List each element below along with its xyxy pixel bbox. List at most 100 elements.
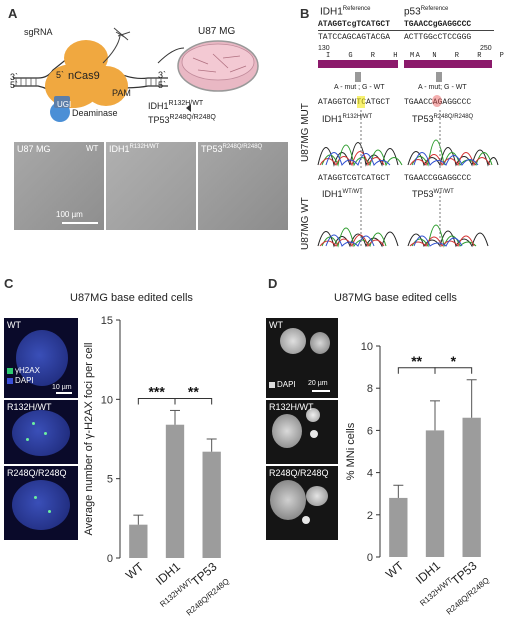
three-prime-right: 3` bbox=[158, 70, 167, 80]
significance-label: ** bbox=[188, 383, 199, 399]
significance-label: ** bbox=[411, 353, 422, 369]
mni-image-idh1: R132H/WT bbox=[266, 400, 338, 464]
idh1-marker bbox=[355, 72, 361, 82]
y-tick-label: 0 bbox=[367, 552, 373, 564]
micrograph-tp53: TP53R248Q/R248Q bbox=[198, 142, 288, 230]
category-label: WT bbox=[383, 558, 407, 581]
dna-base-ticks bbox=[15, 78, 162, 86]
wt-idh1-label: IDH1WT/WT bbox=[322, 189, 363, 199]
bar bbox=[389, 497, 408, 557]
five-prime-right: 5` bbox=[158, 80, 167, 90]
dish-arrow-head bbox=[186, 104, 191, 112]
ncas9-lobe-3 bbox=[84, 66, 128, 106]
culture-dish-inner bbox=[181, 43, 255, 81]
mut-row-label: U87MG MUT bbox=[300, 103, 311, 162]
y-tick-label: 10 bbox=[101, 394, 113, 406]
micrograph-idh1: IDH1R132H/WT bbox=[106, 142, 196, 230]
wt-row-label: U87MG WT bbox=[300, 197, 311, 250]
ugi-label: UGI bbox=[57, 100, 72, 109]
panel-c-label: C bbox=[4, 276, 14, 291]
idh1-amino-acids: I G R H A bbox=[326, 52, 427, 60]
idh1-reference-title: IDH1Reference bbox=[320, 6, 371, 18]
five-prime-mid: 5` bbox=[56, 70, 65, 80]
y-tick-label: 10 bbox=[361, 341, 373, 353]
panel-a-label: A bbox=[8, 6, 18, 21]
idh1-genotype-label: IDH1R132H/WT bbox=[148, 100, 204, 111]
idh1-ref-seq1: ATAGGTcgTCATGCT bbox=[318, 20, 391, 29]
idh1-legend: A - mut ; G - WT bbox=[334, 84, 385, 91]
p53-ref-seq2: ACTTGGcCTCCGGG bbox=[404, 33, 472, 42]
sgrna-label: sgRNA bbox=[24, 27, 53, 37]
tp53-genotype-label: TP53R248Q/R248Q bbox=[148, 114, 216, 125]
panel-b-label: B bbox=[300, 6, 310, 21]
wt-chromatogram bbox=[317, 192, 489, 248]
significance-label: * bbox=[451, 353, 457, 369]
bar bbox=[462, 417, 481, 557]
idh1-position: 130 bbox=[318, 45, 330, 52]
p53-legend: A - mut; G - WT bbox=[418, 84, 467, 91]
mni-image-tp53: R248Q/R248Q bbox=[266, 466, 338, 540]
mut-idh1-seq: ATAGGTCNTCATGCT bbox=[318, 98, 391, 107]
scale-bar-label: 100 µm bbox=[56, 210, 83, 219]
foci-bar-chart: 0 5 10 15 Average number of γ-H2AX foci per … bbox=[83, 315, 231, 618]
scale-bar bbox=[62, 222, 98, 224]
five-prime-left: 5` bbox=[10, 80, 19, 90]
bar bbox=[129, 524, 148, 558]
bar bbox=[165, 424, 185, 558]
dish-label: U87 MG bbox=[198, 26, 236, 37]
p53-reference-title: p53Reference bbox=[404, 6, 449, 18]
wt-idh1-seq: ATAGGTCGTCATGCT bbox=[318, 174, 391, 183]
bar bbox=[202, 451, 221, 558]
wt-tp53-seq: TGAACCGGAGGCCC bbox=[404, 174, 472, 183]
significance-bracket bbox=[434, 367, 473, 374]
pam-label: PAM bbox=[112, 88, 131, 98]
p53-amino-acids: M N R R P bbox=[410, 52, 511, 60]
base-editor-diagram bbox=[13, 27, 259, 122]
significance-bracket bbox=[174, 397, 213, 405]
mut-idh1-highlight bbox=[357, 96, 365, 108]
y-tick-label: 8 bbox=[367, 383, 373, 395]
p53-exon-bar bbox=[404, 60, 492, 68]
y-tick-label: 15 bbox=[101, 315, 113, 327]
category-label: IDH1 bbox=[413, 558, 443, 587]
y-tick-label: 5 bbox=[107, 474, 113, 486]
micrograph-wt: U87 MG WT 100 µm bbox=[14, 142, 104, 230]
dna-strand-top-left bbox=[13, 57, 69, 79]
mut-tp53-label: TP53R248Q/R248Q bbox=[412, 114, 474, 124]
y-tick-label: 2 bbox=[367, 510, 373, 522]
deaminase-label: Deaminase bbox=[72, 108, 118, 118]
y-tick-label: 6 bbox=[367, 425, 373, 437]
p53-marker bbox=[436, 72, 442, 82]
foci-image-tp53: R248Q/R248Q bbox=[4, 466, 78, 540]
ruler-line bbox=[318, 30, 494, 31]
panel-d-title: U87MG base edited cells bbox=[334, 292, 457, 304]
idh1-exon-bar bbox=[318, 60, 398, 68]
delivery-arrow bbox=[157, 47, 185, 64]
category-label: IDH1 bbox=[153, 559, 183, 588]
idh1-ref-seq2: TATCCAGCAGTACGA bbox=[318, 33, 391, 42]
y-tick-label: 4 bbox=[367, 468, 373, 480]
dapi-swatch bbox=[7, 378, 13, 384]
category-label: WT bbox=[123, 559, 147, 582]
bar bbox=[425, 430, 445, 557]
foci-image-idh1: R132H/WT bbox=[4, 400, 78, 464]
y-axis-label: % MNi cells bbox=[345, 422, 357, 480]
ugi-shape bbox=[54, 96, 70, 108]
significance-label: *** bbox=[148, 383, 165, 399]
mut-tp53-highlight bbox=[432, 95, 442, 107]
sgrna-hairpin bbox=[102, 27, 131, 64]
dish-cells bbox=[192, 53, 247, 73]
panel-d-label: D bbox=[268, 276, 278, 291]
ncas9-label: nCas9 bbox=[68, 70, 100, 82]
mut-idh1-label: IDH1R132H/WT bbox=[322, 114, 373, 124]
panel-c-title: U87MG base edited cells bbox=[70, 292, 193, 304]
gamma-h2ax-swatch bbox=[7, 368, 13, 374]
p53-ref-seq1: TGAACCgGAGGCCC bbox=[404, 20, 472, 29]
p53-position: 250 bbox=[480, 45, 492, 52]
three-prime-left: 3` bbox=[10, 72, 19, 82]
mut-tp53-seq: TGAACCAGAGGCCC bbox=[404, 98, 472, 107]
dapi-swatch-d bbox=[269, 382, 275, 388]
y-tick-label: 0 bbox=[107, 553, 113, 565]
mni-image-wt: WT DAPI 20 µm bbox=[266, 318, 338, 398]
